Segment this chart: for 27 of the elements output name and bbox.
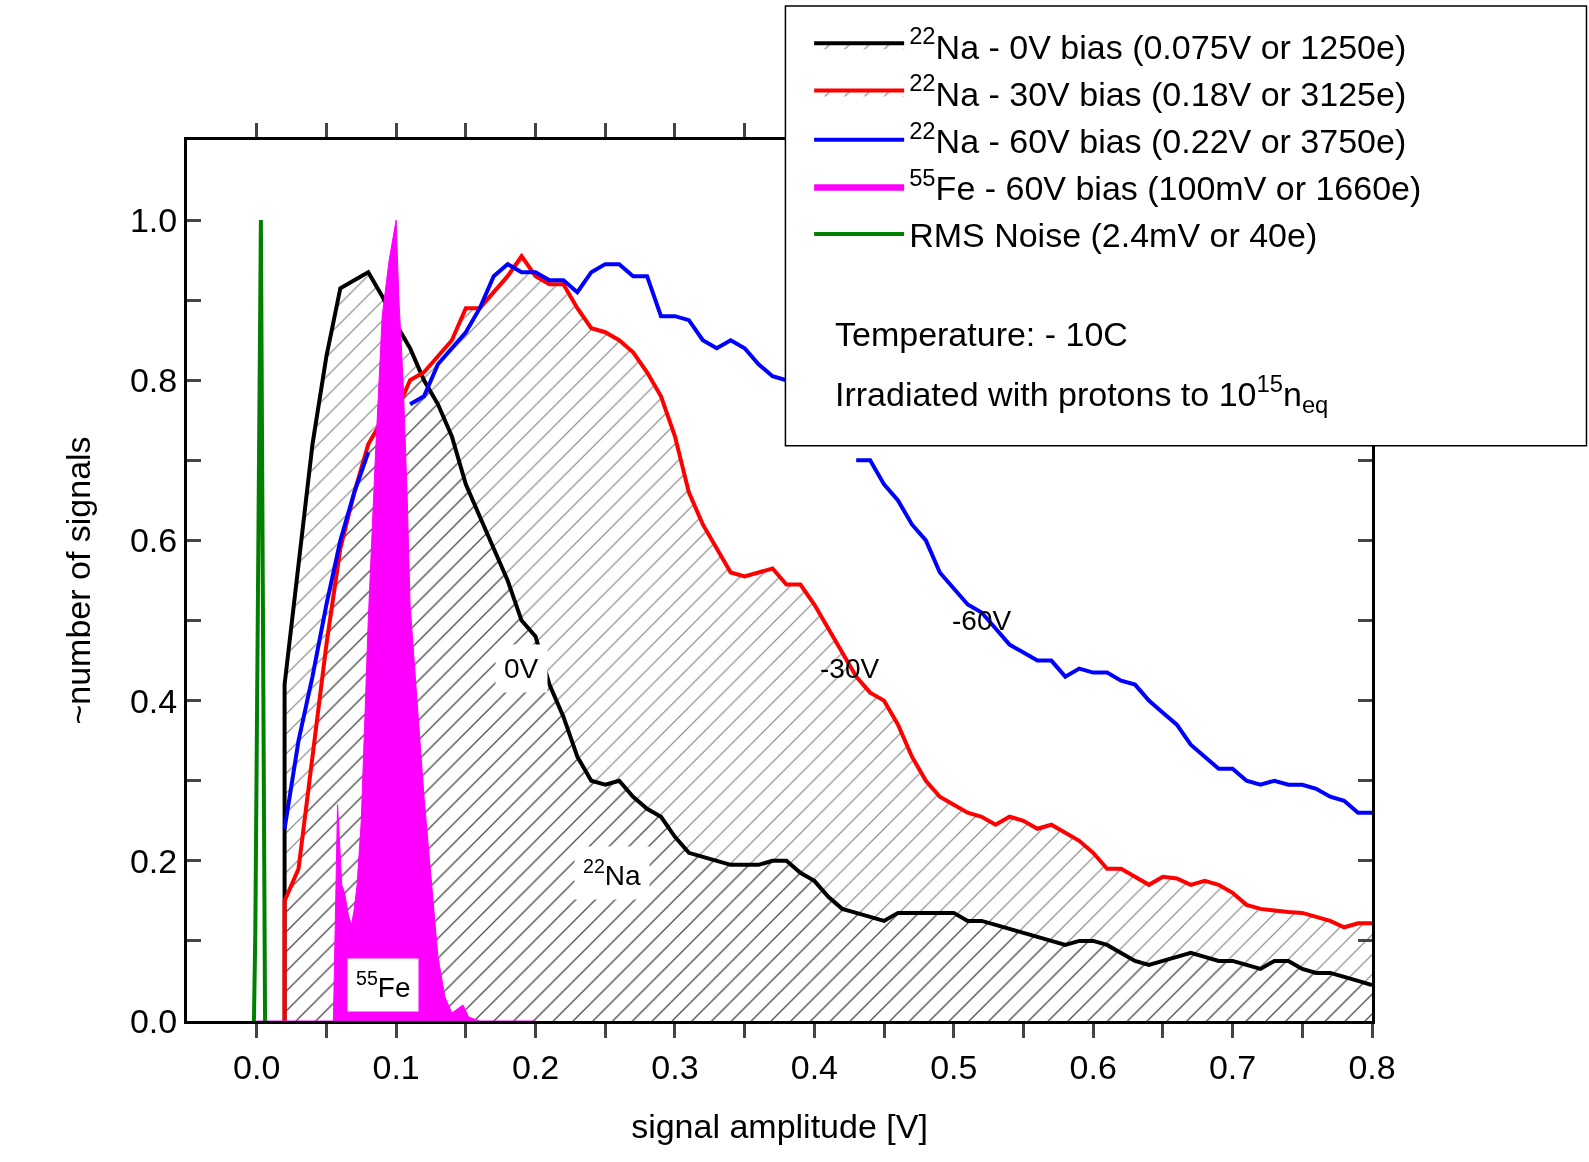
legend-label: $^{22}$Na - 60V bias (0.22V or 3750e) <box>909 116 1407 160</box>
x-tick-label: 0.6 <box>1069 1047 1117 1086</box>
x-tick-label: 0.4 <box>790 1047 838 1086</box>
y-tick-label: 0.6 <box>129 521 178 560</box>
x-tick-label: 0.2 <box>511 1047 560 1086</box>
legend-label: $^{55}$Fe - 60V bias (100mV or 1660e) <box>909 163 1422 208</box>
x-tick-label: 0.7 <box>1208 1047 1257 1086</box>
annotation: Irradiated with protons to 10$^{15}$n$_{eq}$ <box>835 370 1329 419</box>
annotation: Temperature: - 10C <box>835 315 1128 353</box>
x-axis-title: signal amplitude [V] <box>631 1107 928 1146</box>
y-tick-label: 0.4 <box>129 681 178 720</box>
y-tick-label: 0.0 <box>129 1001 178 1040</box>
legend-label: $^{22}$Na - 0V bias (0.075V or 1250e) <box>909 22 1407 66</box>
x-tick-label: 0.8 <box>1348 1047 1396 1086</box>
x-tick-label: 0.0 <box>233 1047 281 1086</box>
y-tick-label: 1.0 <box>129 200 178 239</box>
y-tick-label: 0.2 <box>129 841 178 880</box>
y-tick-label: 0.8 <box>129 361 178 400</box>
annotation: $^{22}$Na <box>583 855 642 891</box>
annotation: $^{55}$Fe <box>356 967 411 1003</box>
annotation: 0V <box>504 653 539 684</box>
x-tick-label: 0.3 <box>651 1047 699 1086</box>
y-axis-title: ~number of signals <box>58 436 97 725</box>
x-tick-label: 0.5 <box>930 1047 978 1086</box>
legend-label: RMS Noise (2.4mV or 40e) <box>909 216 1318 255</box>
legend-label: $^{22}$Na - 30V bias (0.18V or 3125e) <box>909 69 1407 113</box>
x-tick-label: 0.1 <box>372 1047 420 1086</box>
